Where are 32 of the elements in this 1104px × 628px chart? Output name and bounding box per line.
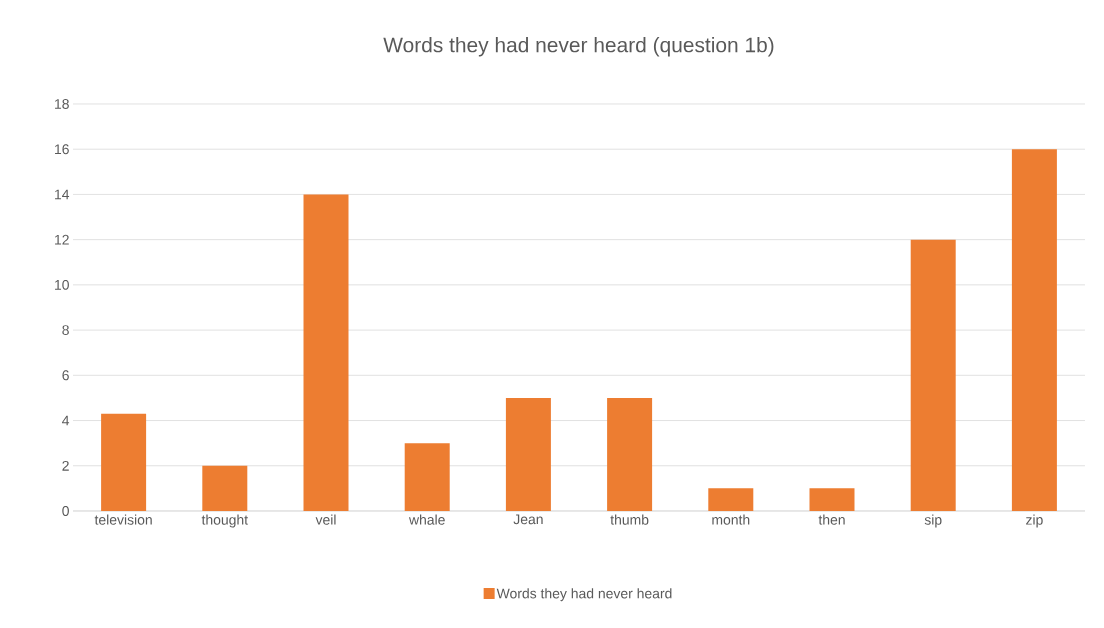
bar: [404, 443, 450, 511]
x-tick-label: zip: [1026, 514, 1043, 528]
bar: [101, 413, 147, 511]
bar: [1011, 149, 1057, 511]
bar: [303, 194, 349, 511]
bar: [809, 488, 855, 511]
x-tick-label: thought: [201, 514, 248, 528]
x-tick-label: thumb: [610, 514, 649, 525]
chart-title: Words they had never heard (question 1b): [383, 36, 774, 57]
bar: [708, 488, 754, 511]
y-tick-label: 14: [55, 189, 70, 200]
y-tick-label: 10: [55, 279, 69, 290]
y-tick-label: 16: [55, 144, 69, 155]
x-tick-label: Jean: [513, 514, 543, 525]
x-tick-label: then: [818, 514, 845, 525]
x-tick-label: whale: [408, 514, 445, 525]
x-tick-label: television: [94, 514, 152, 525]
x-tick-label: sip: [924, 514, 942, 528]
y-tick-label: 2: [62, 460, 69, 471]
y-tick-label: 6: [62, 370, 69, 381]
x-tick-label: month: [712, 514, 750, 525]
bar: [505, 397, 551, 511]
bar: [607, 397, 653, 511]
y-tick-label: 12: [55, 234, 69, 245]
y-tick-label: 8: [62, 325, 69, 336]
bar: [202, 465, 248, 511]
legend-label: Words they had never heard: [496, 588, 672, 602]
y-tick-label: 4: [62, 415, 70, 426]
x-tick-label: veil: [315, 514, 336, 525]
y-tick-label: 0: [62, 506, 69, 516]
y-tick-label: 18: [55, 99, 69, 109]
bar: [910, 239, 956, 511]
